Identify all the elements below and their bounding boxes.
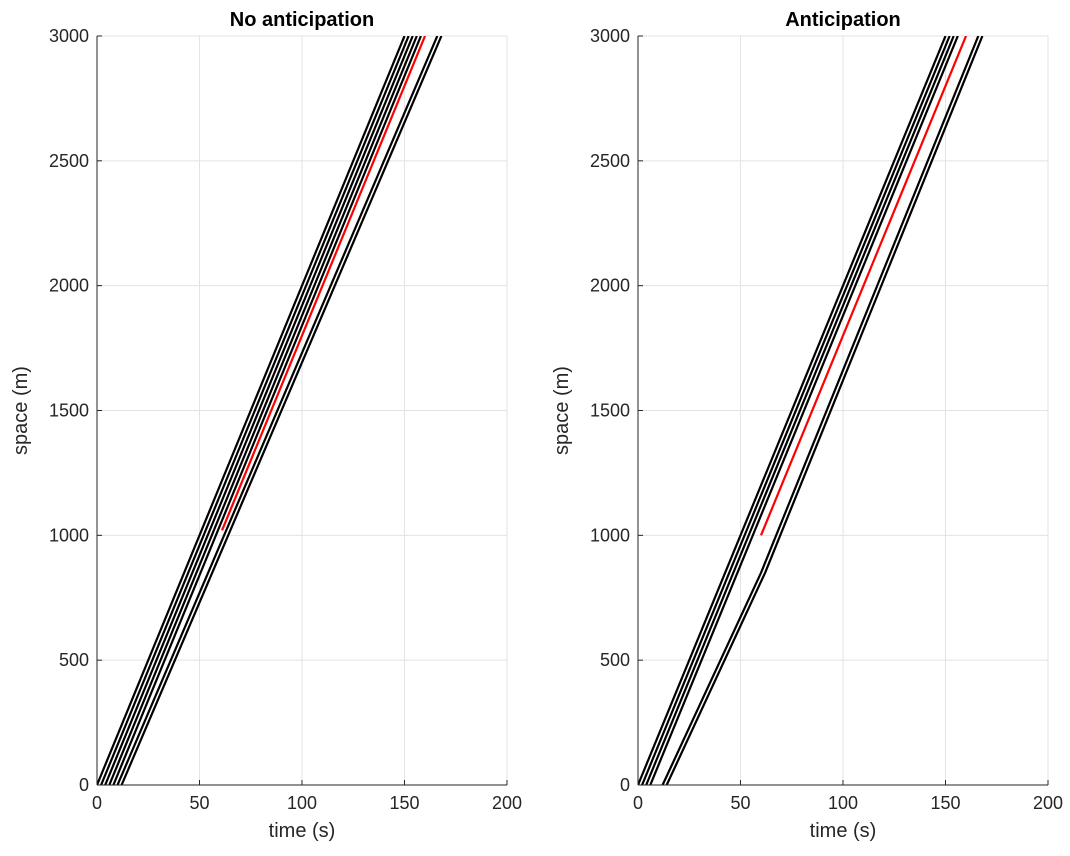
- y-axis-label: space (m): [10, 366, 32, 455]
- chart-title: Anticipation: [785, 9, 901, 31]
- y-tick-label: 2500: [590, 151, 630, 171]
- series-group: [97, 36, 443, 785]
- x-tick-label: 50: [730, 793, 750, 813]
- series-line-2: [104, 36, 414, 785]
- y-tick-label: 3000: [590, 26, 630, 46]
- series-line-6: [120, 36, 443, 785]
- x-axis-label: time (s): [269, 820, 336, 842]
- chart-title: No anticipation: [230, 9, 374, 31]
- series-line-0: [97, 36, 406, 785]
- series-line-red: [759, 36, 968, 536]
- y-tick-label: 2500: [49, 151, 89, 171]
- right-chart-anticipation: 0 50 100 150 200050010001500200025003000Anti…: [551, 9, 1063, 842]
- series-line-4: [661, 36, 980, 785]
- y-tick-label: 2000: [590, 276, 630, 296]
- x-axis-label: time (s): [810, 820, 877, 842]
- series-line-3: [649, 36, 959, 785]
- y-tick-label: 0: [79, 775, 89, 795]
- y-tick-label: 1000: [49, 525, 89, 545]
- y-axis-label: space (m): [551, 366, 573, 455]
- x-tick-label: 0: [633, 793, 643, 813]
- series-line-1: [641, 36, 951, 785]
- y-tick-label: 2000: [49, 276, 89, 296]
- x-tick-label: 200: [1033, 793, 1063, 813]
- series-group: [638, 36, 984, 785]
- y-tick-label: 1000: [590, 525, 630, 545]
- series-line-5: [116, 36, 439, 785]
- series-line-red: [221, 36, 427, 531]
- series-line-5: [665, 36, 984, 785]
- x-tick-label: 100: [828, 793, 858, 813]
- y-tick-label: 500: [600, 650, 630, 670]
- y-tick-label: 1500: [49, 401, 89, 421]
- series-line-4: [112, 36, 422, 785]
- series-line-1: [100, 36, 410, 785]
- x-tick-label: 100: [287, 793, 317, 813]
- x-tick-label: 0: [92, 793, 102, 813]
- series-line-0: [638, 36, 947, 785]
- series-line-2: [645, 36, 955, 785]
- x-tick-label: 50: [189, 793, 209, 813]
- x-tick-label: 150: [930, 793, 960, 813]
- y-tick-label: 0: [620, 775, 630, 795]
- x-tick-label: 200: [492, 793, 522, 813]
- y-tick-label: 3000: [49, 26, 89, 46]
- x-tick-label: 150: [389, 793, 419, 813]
- y-tick-label: 500: [59, 650, 89, 670]
- y-tick-label: 1500: [590, 401, 630, 421]
- series-line-3: [108, 36, 418, 785]
